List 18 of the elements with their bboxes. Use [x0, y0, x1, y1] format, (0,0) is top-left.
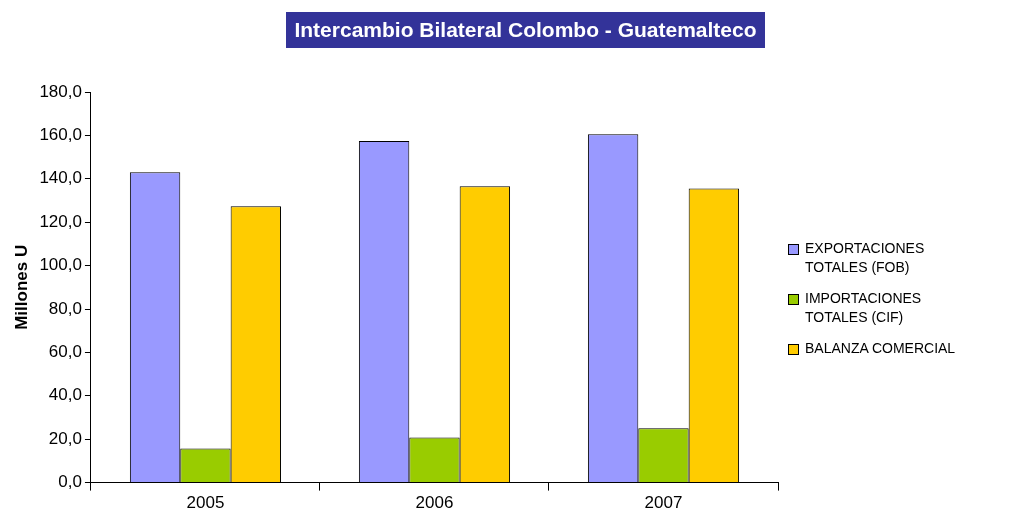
y-tick-label: 180,0: [39, 81, 82, 101]
x-tick-label: 2007: [644, 493, 683, 513]
y-tick-label: 100,0: [39, 255, 82, 275]
legend-label: BALANZA COMERCIAL: [805, 339, 957, 358]
y-tick-label: 60,0: [48, 342, 82, 362]
y-tick-label: 140,0: [39, 168, 82, 188]
y-axis-title: Millones U: [11, 244, 31, 330]
y-tick-label: 20,0: [48, 428, 82, 448]
y-tick-label: 80,0: [48, 298, 82, 318]
legend-label: EXPORTACIONES TOTALES (FOB): [805, 239, 926, 277]
chart-title: Intercambio Bilateral Colombo - Guatemalteco: [286, 12, 765, 48]
y-tick-label: 40,0: [48, 385, 82, 405]
legend-label: IMPORTACIONES TOTALES (CIF): [805, 289, 923, 327]
y-tick-label: 0,0: [58, 472, 82, 492]
y-tick-label: 120,0: [39, 211, 82, 231]
y-tick-label: 160,0: [39, 125, 82, 145]
x-tick-label: 2006: [415, 493, 454, 513]
x-tick-label: 2005: [186, 493, 225, 513]
